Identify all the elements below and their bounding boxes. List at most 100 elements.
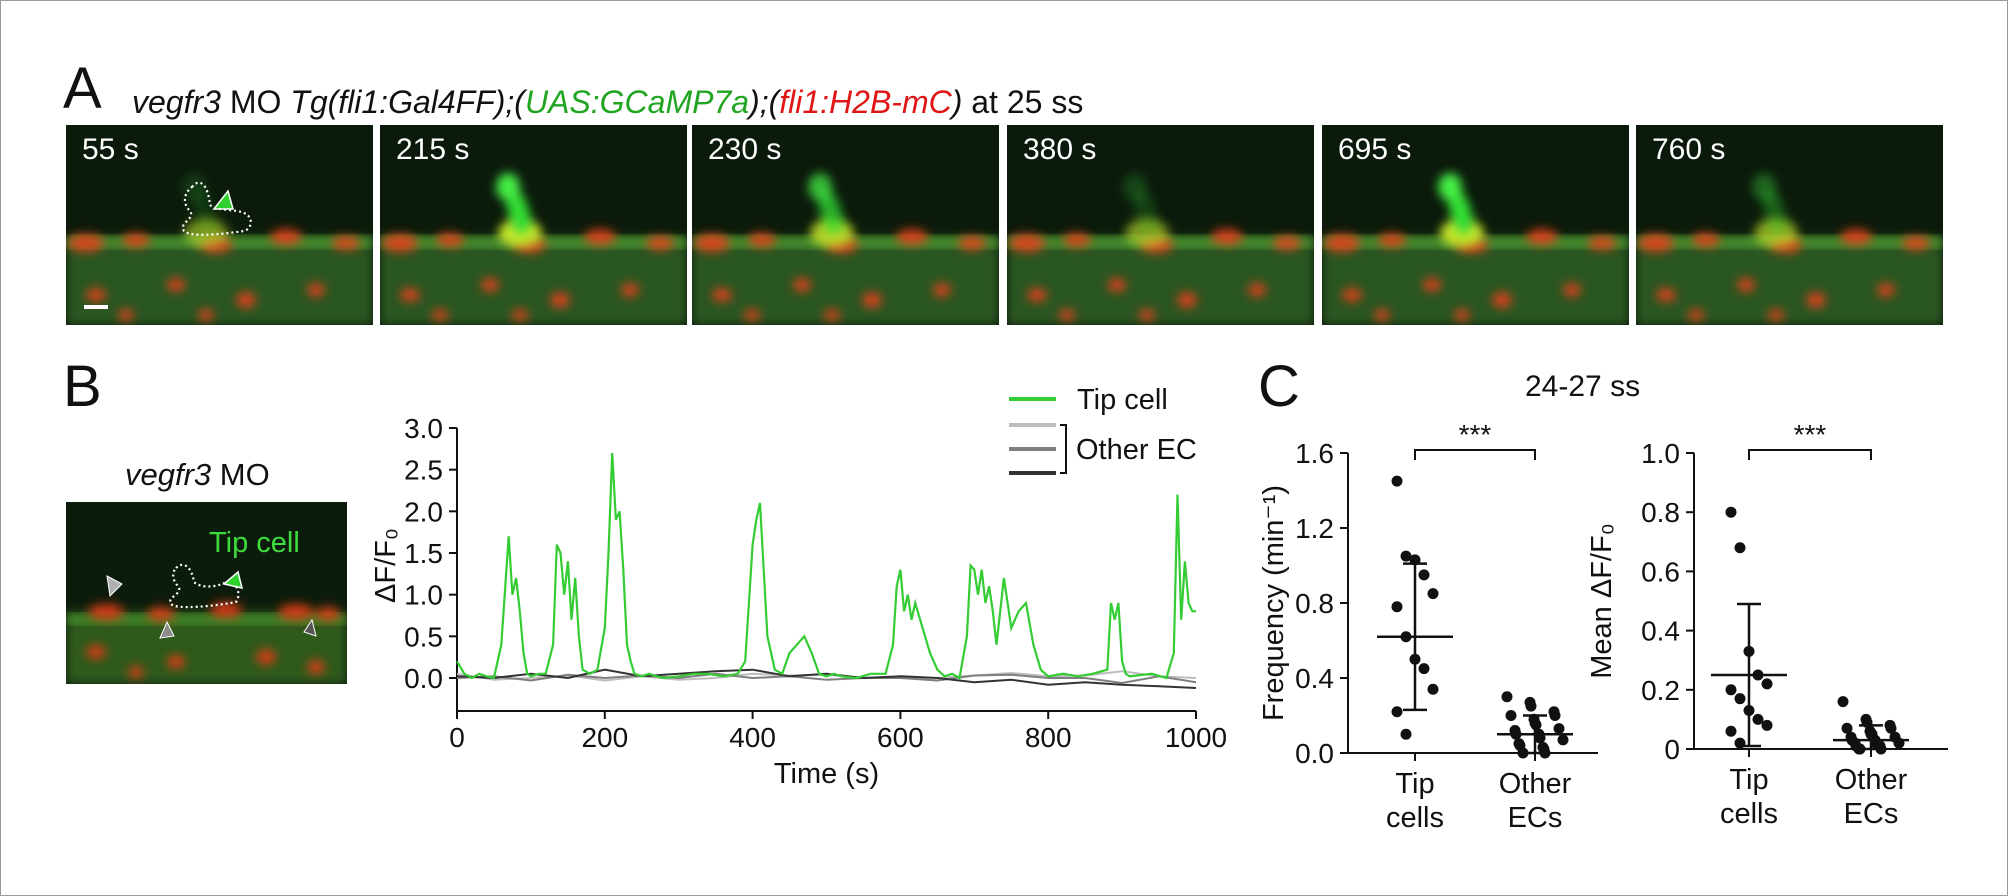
x-tick-label: 200 bbox=[581, 722, 628, 753]
category-label: cells bbox=[1720, 798, 1778, 830]
y-tick-label: 0.8 bbox=[1641, 497, 1680, 528]
x-axis-label: Time (s) bbox=[774, 758, 879, 790]
x-tick-label: 400 bbox=[729, 722, 776, 753]
legend-label-tip: Tip cell bbox=[1077, 384, 1168, 416]
legend-bracket bbox=[1060, 424, 1067, 474]
x-tick-label: 1000 bbox=[1165, 722, 1227, 753]
panel-c-letter: C bbox=[1258, 354, 1300, 419]
panel-b-micrograph: Tip cell bbox=[66, 502, 347, 684]
data-point bbox=[1549, 710, 1561, 721]
y-tick-label: 1.5 bbox=[404, 538, 443, 569]
legend-label-other: Other EC bbox=[1076, 434, 1197, 466]
y-tick-label: 2.5 bbox=[404, 455, 443, 486]
y-tick-label: 0 bbox=[1664, 734, 1680, 765]
data-point bbox=[1400, 550, 1412, 562]
frame-image bbox=[692, 125, 999, 325]
data-point bbox=[1725, 506, 1737, 518]
panel-a-letter: A bbox=[63, 56, 102, 121]
data-point bbox=[1427, 588, 1439, 600]
data-point bbox=[1752, 713, 1764, 725]
y-tick-label: 1.2 bbox=[1295, 513, 1334, 544]
category-label: Tip bbox=[1395, 768, 1434, 800]
category-label: Other bbox=[1835, 764, 1908, 796]
data-point bbox=[1391, 475, 1403, 487]
data-point bbox=[1734, 693, 1746, 705]
significance-stars: *** bbox=[1459, 419, 1492, 450]
timelapse-frame: 55 s bbox=[66, 125, 373, 325]
frame-time-label: 55 s bbox=[82, 133, 139, 166]
data-point bbox=[1837, 696, 1849, 708]
data-point bbox=[1391, 706, 1403, 718]
timelapse-frame: 695 s bbox=[1322, 125, 1629, 325]
y-tick-label: 0.6 bbox=[1641, 556, 1680, 587]
b-title-mo: MO bbox=[211, 457, 270, 492]
chart-b-line: 0.0 0.5 1.0 1.5 2.0 2.5 3.0 0 200 400 600 800 1000 Ti… bbox=[370, 413, 1227, 790]
chart-b-legend: Tip cell Other EC bbox=[1009, 384, 1197, 475]
frame-time-label: 760 s bbox=[1652, 133, 1726, 166]
y-tick-label: 0.4 bbox=[1641, 616, 1680, 647]
frame-image bbox=[1636, 125, 1943, 325]
category-label: ECs bbox=[1508, 802, 1563, 834]
series-line-tip-cell bbox=[456, 452, 1196, 680]
panel-b-image-title: vegfr3 MO bbox=[125, 457, 270, 493]
data-point bbox=[1427, 683, 1439, 695]
y-axis-label: ΔF/F₀ bbox=[370, 528, 402, 603]
panel-a-title: vegfr3 MO Tg(fli1:Gal4FF);(UAS:GCaMP7a);… bbox=[132, 84, 1083, 121]
title-mid: );( bbox=[749, 84, 780, 120]
panel-c-title: 24-27 ss bbox=[1525, 370, 1641, 403]
data-point bbox=[1725, 725, 1737, 737]
significance-bracket bbox=[1414, 449, 1536, 460]
frame-time-label: 695 s bbox=[1338, 133, 1412, 166]
x-tick-label: 0 bbox=[449, 722, 465, 753]
series-line-other-ec-3 bbox=[456, 668, 1197, 689]
timelapse-frame: 230 s bbox=[692, 125, 999, 325]
title-tg: Tg(fli1:Gal4FF);( bbox=[290, 84, 525, 120]
y-tick-label: 3.0 bbox=[404, 413, 443, 444]
data-point bbox=[1761, 719, 1773, 731]
b-title-gene: vegfr3 bbox=[125, 457, 212, 492]
frame-image bbox=[380, 125, 687, 325]
data-point bbox=[1391, 601, 1403, 613]
frame-time-label: 230 s bbox=[708, 133, 782, 166]
x-tick-label: 800 bbox=[1025, 722, 1072, 753]
data-point bbox=[1557, 734, 1569, 746]
significance-stars: *** bbox=[1794, 419, 1827, 450]
category-label: Other bbox=[1499, 768, 1572, 800]
data-point bbox=[1841, 722, 1853, 734]
y-tick-label: 1.0 bbox=[404, 580, 443, 611]
data-point bbox=[1734, 542, 1746, 554]
data-point bbox=[1501, 691, 1513, 703]
title-close: ) bbox=[951, 84, 963, 120]
panel-b-letter: B bbox=[63, 354, 102, 419]
y-tick-label: 0.4 bbox=[1295, 663, 1334, 694]
tip-cell-arrowhead bbox=[212, 189, 234, 210]
data-point bbox=[1761, 678, 1773, 690]
data-point bbox=[1505, 710, 1517, 721]
title-uas: UAS:GCaMP7a bbox=[524, 84, 750, 120]
title-gene: vegfr3 bbox=[132, 84, 221, 120]
frame-image bbox=[1007, 125, 1314, 325]
category-label: Tip bbox=[1729, 764, 1768, 796]
y-tick-label: 0.0 bbox=[404, 663, 443, 694]
timelapse-frame: 215 s bbox=[380, 125, 687, 325]
y-tick-label: 0.5 bbox=[404, 621, 443, 652]
scale-bar bbox=[84, 305, 108, 309]
timelapse-frame: 760 s bbox=[1636, 125, 1943, 325]
frame-time-label: 380 s bbox=[1023, 133, 1097, 166]
title-stage: at 25 ss bbox=[962, 84, 1084, 120]
title-h2b: fli1:H2B-mC bbox=[779, 84, 952, 120]
data-point bbox=[1885, 722, 1897, 734]
y-tick-label: 1.6 bbox=[1295, 438, 1334, 469]
y-axis-label: Mean ΔF/F₀ bbox=[1586, 523, 1618, 679]
y-tick-label: 1.0 bbox=[1641, 438, 1680, 469]
category-label: cells bbox=[1386, 802, 1444, 834]
data-point bbox=[1553, 723, 1565, 735]
data-point bbox=[1418, 569, 1430, 581]
title-mo: MO bbox=[220, 84, 291, 120]
frame-image bbox=[1322, 125, 1629, 325]
panel-b-image bbox=[66, 502, 347, 684]
data-point bbox=[1525, 700, 1537, 712]
significance-bracket bbox=[1748, 449, 1872, 460]
